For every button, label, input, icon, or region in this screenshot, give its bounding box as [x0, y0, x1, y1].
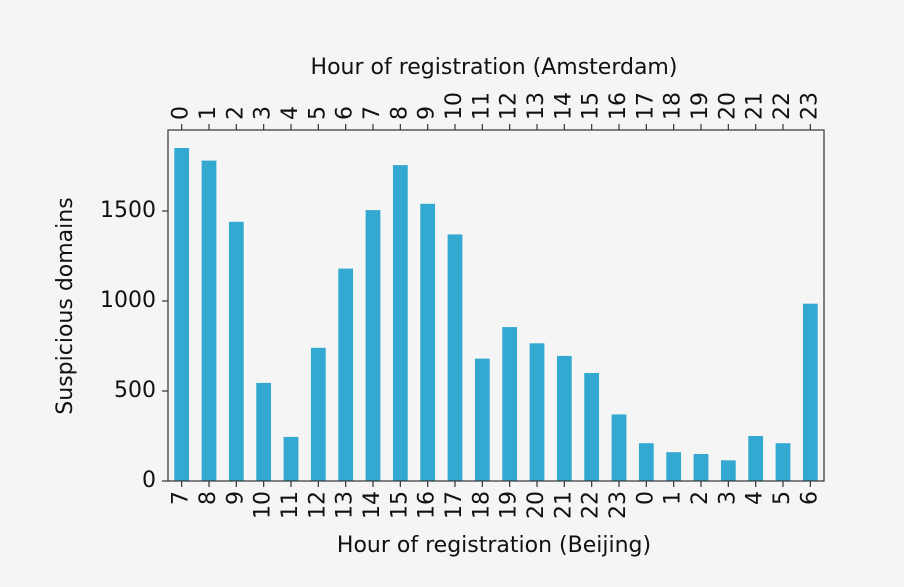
bar — [310, 347, 326, 481]
top-tick-label: 18 — [661, 92, 686, 120]
top-tick-label: 17 — [633, 92, 658, 120]
x-tick-label: 9 — [223, 491, 248, 505]
bar — [338, 268, 354, 481]
x-tick-label: 20 — [524, 491, 549, 519]
bar — [748, 436, 764, 481]
bar — [420, 203, 436, 482]
x-axis-title: Hour of registration (Beijing) — [337, 533, 651, 558]
top-tick-label: 19 — [688, 92, 713, 120]
x-tick-label: 21 — [551, 491, 576, 519]
y-tick-label: 500 — [114, 378, 156, 403]
top-tick-label: 8 — [387, 106, 412, 120]
x-tick-label: 6 — [797, 491, 822, 505]
bar — [529, 343, 545, 481]
x-tick-label: 12 — [305, 491, 330, 519]
x-tick-label: 2 — [688, 491, 713, 505]
top-tick-label: 21 — [743, 92, 768, 120]
x-tick-label: 17 — [442, 491, 467, 519]
x-tick-label: 7 — [169, 491, 194, 505]
bar — [201, 160, 217, 481]
x-tick-label: 11 — [278, 491, 303, 519]
x-tick-label: 4 — [743, 491, 768, 505]
top-tick-label: 10 — [442, 92, 467, 120]
y-axis-title: Suspicious domains — [53, 197, 78, 414]
bar — [174, 148, 190, 481]
x-tick-label: 1 — [661, 491, 686, 505]
top-tick-label: 1 — [196, 106, 221, 120]
top-tick-label: 5 — [305, 106, 330, 120]
plot-frame — [167, 129, 825, 482]
top-tick-label: 16 — [606, 92, 631, 120]
bar — [556, 355, 572, 481]
x-tick-label: 16 — [415, 491, 440, 519]
top-tick-label: 14 — [551, 92, 576, 120]
x-tick-label: 8 — [196, 491, 221, 505]
bar — [638, 443, 654, 481]
bar — [693, 454, 709, 481]
top-tick-label: 6 — [333, 106, 358, 120]
x-tick-label: 14 — [360, 491, 385, 519]
bar — [802, 303, 818, 481]
top-tick-label: 20 — [715, 92, 740, 120]
bar — [256, 382, 272, 481]
top-tick-label: 23 — [797, 92, 822, 120]
top-tick-label: 3 — [251, 106, 276, 120]
bar — [584, 373, 600, 481]
top-tick-label: 7 — [360, 106, 385, 120]
bar — [392, 165, 408, 481]
x-tick-label: 22 — [579, 491, 604, 519]
y-tick-label: 1000 — [100, 288, 156, 313]
top-tick-label: 4 — [278, 106, 303, 120]
bar — [474, 358, 490, 481]
y-tick-label: 1500 — [100, 198, 156, 223]
top-axis-title: Hour of registration (Amsterdam) — [311, 55, 678, 80]
bar — [447, 234, 463, 481]
top-tick-label: 13 — [524, 92, 549, 120]
y-tick-label: 0 — [142, 468, 156, 493]
x-tick-label: 3 — [715, 491, 740, 505]
top-tick-label: 9 — [415, 106, 440, 120]
top-tick-label: 22 — [770, 92, 795, 120]
bar — [228, 221, 244, 482]
bar — [611, 414, 627, 481]
x-tick-label: 13 — [333, 491, 358, 519]
bar — [720, 460, 736, 481]
top-tick-label: 2 — [223, 106, 248, 120]
top-tick-label: 0 — [169, 106, 194, 120]
bar — [666, 452, 682, 481]
bar — [775, 443, 791, 481]
bar — [502, 327, 518, 481]
x-tick-label: 10 — [251, 491, 276, 519]
top-tick-label: 12 — [497, 92, 522, 120]
top-tick-label: 15 — [579, 92, 604, 120]
top-tick-label: 11 — [469, 92, 494, 120]
x-tick-label: 19 — [497, 491, 522, 519]
x-tick-label: 0 — [633, 491, 658, 505]
x-tick-label: 18 — [469, 491, 494, 519]
bar — [365, 210, 381, 481]
bar — [283, 436, 299, 481]
x-tick-label: 5 — [770, 491, 795, 505]
x-tick-label: 23 — [606, 491, 631, 519]
x-tick-label: 15 — [387, 491, 412, 519]
